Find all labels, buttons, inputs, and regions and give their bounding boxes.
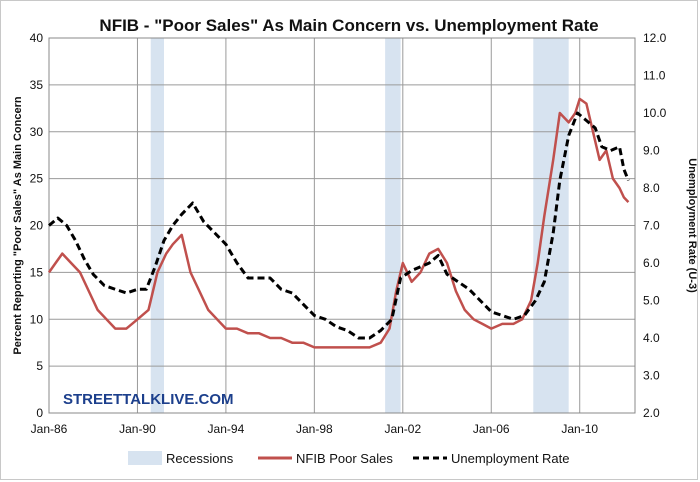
right-tick-label: 12.0 — [643, 31, 667, 45]
legend-label: Recessions — [166, 451, 234, 466]
left-tick-label: 5 — [36, 359, 43, 373]
right-axis-title: Unemployment Rate (U-3) — [686, 158, 697, 293]
x-tick-label: Jan-10 — [561, 422, 598, 436]
chart-title: NFIB - "Poor Sales" As Main Concern vs. … — [99, 16, 598, 35]
right-tick-label: 8.0 — [643, 181, 660, 195]
legend-label: NFIB Poor Sales — [296, 451, 393, 466]
legend: Recessions NFIB Poor Sales Unemployment Ra… — [128, 451, 570, 466]
unemployment-line — [48, 111, 630, 340]
left-tick-label: 25 — [30, 172, 44, 186]
left-axis-title: Percent Reporting "Poor Sales" As Main C… — [12, 96, 24, 354]
right-tick-label: 6.0 — [643, 256, 660, 270]
left-tick-label: 35 — [30, 78, 44, 92]
right-tick-label: 11.0 — [643, 69, 666, 83]
right-tick-label: 4.0 — [643, 331, 660, 345]
x-tick-label: Jan-90 — [119, 422, 156, 436]
x-tick-label: Jan-94 — [208, 422, 245, 436]
left-tick-label: 30 — [30, 125, 44, 139]
x-axis-ticks: Jan-86 Jan-90 Jan-94 Jan-98 Jan-02 Jan-06 Jan-… — [31, 422, 599, 436]
x-tick-label: Jan-98 — [296, 422, 333, 436]
legend-label: Unemployment Rate — [451, 451, 570, 466]
right-tick-label: 7.0 — [643, 219, 660, 233]
x-tick-label: Jan-02 — [384, 422, 421, 436]
left-tick-label: 40 — [30, 31, 44, 45]
grid-lines — [48, 37, 635, 414]
left-tick-label: 20 — [30, 219, 44, 233]
left-tick-label: 15 — [30, 265, 44, 279]
right-tick-label: 3.0 — [643, 369, 660, 383]
x-tick-label: Jan-86 — [31, 422, 68, 436]
right-tick-label: 5.0 — [643, 294, 660, 308]
legend-swatch-recessions — [128, 451, 162, 465]
watermark-text: STREETTALKLIVE.COM — [63, 391, 234, 408]
right-tick-label: 9.0 — [643, 144, 660, 158]
poor-sales-line — [47, 97, 630, 349]
right-tick-label: 10.0 — [643, 106, 667, 120]
right-axis-ticks: 2.0 3.0 4.0 5.0 6.0 7.0 8.0 9.0 10.0 11.0 12.0 — [643, 31, 667, 420]
right-tick-label: 2.0 — [643, 406, 660, 420]
left-tick-label: 10 — [30, 312, 44, 326]
left-tick-label: 0 — [36, 406, 43, 420]
left-axis-ticks: 0 5 10 15 20 25 30 35 40 — [30, 31, 44, 420]
series-layer — [47, 97, 630, 349]
x-tick-label: Jan-06 — [473, 422, 510, 436]
